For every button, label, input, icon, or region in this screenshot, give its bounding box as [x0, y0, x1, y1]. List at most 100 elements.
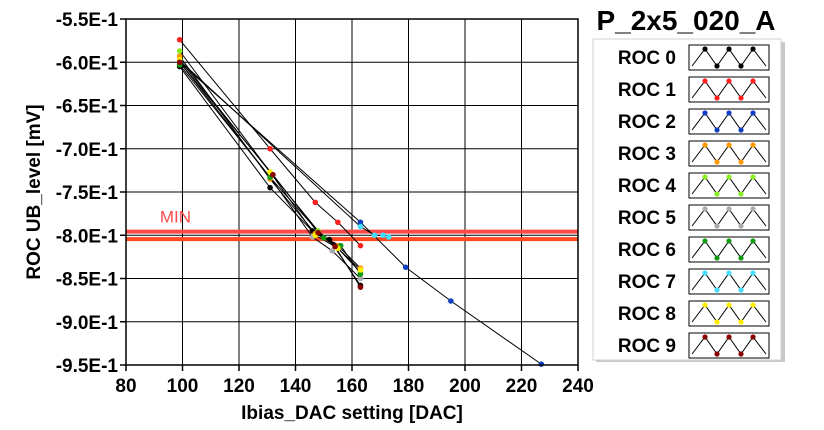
- chart-title: P_2x5_020_A: [596, 5, 775, 36]
- data-point: [267, 184, 273, 191]
- annotations: MIN: [160, 208, 191, 227]
- legend: ROC 0 ROC 1 ROC 2 ROC 3 ROC 4 ROC 5 ROC 6 ROC 7…: [618, 44, 770, 359]
- x-axis-title: Ibias_DAC setting [DAC]: [241, 403, 463, 424]
- y-tick-label: -7.0E-1: [56, 140, 119, 161]
- data-point: [371, 232, 378, 239]
- legend-label: ROC 0: [618, 48, 676, 69]
- legend-marker: [738, 255, 744, 261]
- legend-marker: [750, 110, 756, 116]
- legend-marker: [726, 46, 732, 52]
- legend-marker: [714, 95, 720, 101]
- y-tick-label: -9.5E-1: [56, 356, 119, 377]
- legend-marker: [726, 334, 732, 340]
- data-point: [357, 267, 364, 273]
- data-point: [380, 232, 386, 239]
- y-tick-label: -6.5E-1: [56, 97, 119, 118]
- threshold-label: MIN: [160, 208, 191, 227]
- legend-label: ROC 8: [618, 304, 676, 325]
- y-axis-title: ROC UB_level [mV]: [24, 104, 45, 279]
- data-point: [402, 264, 409, 271]
- legend-marker: [750, 302, 756, 308]
- legend-marker: [750, 46, 756, 52]
- legend-marker: [714, 319, 720, 325]
- data-point: [267, 145, 273, 152]
- legend-marker: [702, 142, 708, 148]
- data-point: [357, 271, 364, 277]
- x-tick-label: 160: [336, 376, 368, 397]
- legend-marker: [738, 127, 744, 133]
- legend-marker: [750, 238, 756, 244]
- data-point: [357, 284, 364, 290]
- data-point: [176, 59, 183, 66]
- threshold-lines: [126, 229, 578, 242]
- legend-marker: [738, 223, 744, 229]
- legend-marker: [702, 78, 708, 84]
- x-tick-label: 180: [393, 376, 425, 397]
- data-point: [320, 235, 327, 241]
- data-point: [176, 48, 183, 54]
- legend-marker: [738, 287, 744, 293]
- legend-marker: [702, 110, 708, 116]
- legend-label: ROC 6: [618, 240, 676, 261]
- legend-marker: [750, 78, 756, 84]
- legend-swatch: [688, 76, 770, 103]
- legend-label: ROC 3: [618, 144, 676, 165]
- data-point: [332, 243, 338, 250]
- y-tick-label: -8.5E-1: [56, 270, 119, 291]
- data-point: [326, 236, 333, 243]
- y-tick-label: -9.0E-1: [56, 313, 119, 334]
- legend-marker: [702, 206, 708, 212]
- x-tick-label: 80: [115, 376, 136, 397]
- series-points: [176, 36, 545, 367]
- legend-label: ROC 9: [618, 336, 676, 357]
- x-tick-label: 120: [223, 376, 255, 397]
- data-point: [357, 275, 364, 282]
- data-point: [357, 223, 364, 230]
- legend-marker: [726, 142, 732, 148]
- legend-marker: [702, 238, 708, 244]
- x-tick-label: 100: [167, 376, 199, 397]
- data-point: [538, 361, 545, 367]
- y-tick-label: -5.5E-1: [56, 10, 119, 31]
- legend-marker: [714, 127, 720, 133]
- x-tick-label: 140: [280, 376, 312, 397]
- legend-marker: [702, 270, 708, 276]
- data-point: [176, 36, 183, 43]
- legend-marker: [714, 63, 720, 69]
- x-tick-label: 220: [506, 376, 538, 397]
- data-point: [357, 242, 364, 249]
- legend-marker: [750, 174, 756, 180]
- legend-marker: [750, 206, 756, 212]
- legend-marker: [750, 270, 756, 276]
- legend-marker: [738, 95, 744, 101]
- legend-label: ROC 4: [618, 176, 677, 197]
- legend-marker: [726, 206, 732, 212]
- legend-marker: [726, 110, 732, 116]
- x-tick-label: 240: [562, 376, 594, 397]
- y-tick-label: -7.5E-1: [56, 183, 119, 204]
- y-axis: -5.5E-1 -6.0E-1 -6.5E-1 -7.0E-1 -7.5E-1 -8.0E…: [56, 10, 126, 377]
- data-point: [448, 298, 454, 304]
- legend-marker: [714, 287, 720, 293]
- legend-marker: [702, 334, 708, 340]
- legend-marker: [714, 223, 720, 229]
- y-tick-label: -8.0E-1: [56, 226, 119, 247]
- legend-marker: [726, 174, 732, 180]
- legend-marker: [738, 319, 744, 325]
- legend-marker: [702, 46, 708, 52]
- legend-marker: [702, 302, 708, 308]
- legend-marker: [750, 334, 756, 340]
- legend-label: ROC 5: [618, 208, 677, 229]
- legend-marker: [726, 302, 732, 308]
- data-point: [385, 234, 392, 240]
- data-point: [329, 248, 336, 254]
- data-point: [315, 229, 321, 236]
- legend-label: ROC 2: [618, 112, 676, 133]
- legend-marker: [702, 174, 708, 180]
- legend-marker: [750, 142, 756, 148]
- y-tick-label: -6.0E-1: [56, 53, 119, 74]
- legend-marker: [738, 159, 744, 165]
- legend-marker: [738, 191, 744, 197]
- legend-marker: [738, 351, 744, 357]
